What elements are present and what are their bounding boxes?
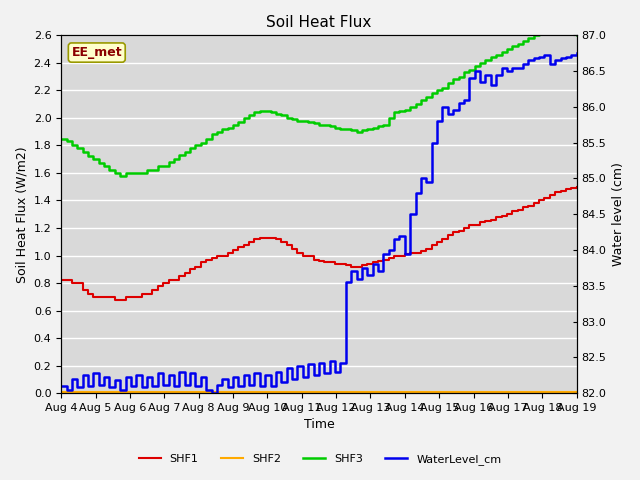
Line: SHF3: SHF3 xyxy=(61,22,577,176)
WaterLevel_cm xyxy=(74,384,81,390)
Title: Soil Heat Flux: Soil Heat Flux xyxy=(266,15,372,30)
SHF3 xyxy=(552,19,559,24)
WaterLevel_cm xyxy=(573,50,580,56)
X-axis label: Time: Time xyxy=(303,419,334,432)
SHF2 xyxy=(74,389,81,395)
SHF3 xyxy=(116,173,124,179)
SHF3 xyxy=(58,136,65,142)
SHF3 xyxy=(95,160,102,166)
SHF2 xyxy=(455,389,463,395)
Text: EE_met: EE_met xyxy=(72,46,122,59)
SHF2 xyxy=(191,389,199,395)
SHF3 xyxy=(197,140,205,145)
SHF3 xyxy=(573,33,580,38)
WaterLevel_cm xyxy=(321,370,328,376)
SHF1 xyxy=(111,297,118,302)
SHF2 xyxy=(58,389,65,395)
SHF1 xyxy=(74,280,81,286)
SHF1 xyxy=(197,260,205,265)
WaterLevel_cm xyxy=(191,383,199,389)
SHF1 xyxy=(460,225,468,231)
SHF2 xyxy=(573,389,580,395)
SHF1 xyxy=(573,184,580,190)
SHF3 xyxy=(74,145,81,151)
WaterLevel_cm xyxy=(460,97,468,103)
SHF1 xyxy=(358,262,365,268)
SHF2 xyxy=(315,389,323,395)
Y-axis label: Water level (cm): Water level (cm) xyxy=(612,162,625,266)
SHF1 xyxy=(95,294,102,300)
Line: SHF1: SHF1 xyxy=(61,187,577,300)
SHF1 xyxy=(321,260,328,265)
Line: WaterLevel_cm: WaterLevel_cm xyxy=(61,53,577,393)
SHF3 xyxy=(321,122,328,128)
Legend: SHF1, SHF2, SHF3, WaterLevel_cm: SHF1, SHF2, SHF3, WaterLevel_cm xyxy=(134,450,506,469)
SHF3 xyxy=(358,127,365,133)
SHF1 xyxy=(58,277,65,283)
WaterLevel_cm xyxy=(95,382,102,387)
WaterLevel_cm xyxy=(58,383,65,389)
SHF3 xyxy=(460,70,468,75)
WaterLevel_cm xyxy=(208,390,216,396)
Y-axis label: Soil Heat Flux (W/m2): Soil Heat Flux (W/m2) xyxy=(15,146,28,283)
SHF2 xyxy=(95,389,102,395)
WaterLevel_cm xyxy=(358,265,365,271)
SHF2 xyxy=(353,389,360,395)
